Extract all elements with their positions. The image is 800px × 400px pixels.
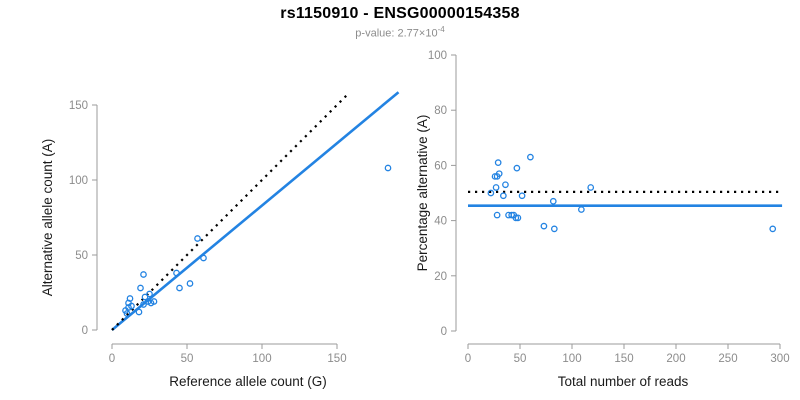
data-point xyxy=(200,254,207,262)
data-point xyxy=(150,298,158,305)
figure-header: rs1150910 - ENSG00000154358 p-value: 2.7… xyxy=(0,0,800,40)
x-tick-label: 250 xyxy=(718,353,737,365)
data-point xyxy=(194,235,201,242)
data-point xyxy=(176,284,183,292)
y-tick-label: 0 xyxy=(82,325,88,337)
figure-title: rs1150910 - ENSG00000154358 xyxy=(280,5,520,22)
y-tick-label: 60 xyxy=(434,160,447,172)
data-point xyxy=(578,206,585,213)
x-tick-label: 0 xyxy=(465,353,471,365)
data-point xyxy=(493,211,501,219)
data-point xyxy=(495,170,503,178)
data-point xyxy=(487,189,495,197)
data-point xyxy=(137,284,144,292)
y-axis-title: Percentage alternative (A) xyxy=(415,115,430,272)
figure-subtitle: p-value: 2.77×10-4 xyxy=(0,25,800,40)
blue-fit-line xyxy=(111,91,400,332)
y-tick-label: 100 xyxy=(428,50,447,62)
data-point xyxy=(500,192,507,200)
right-scatter-panel: 0 20 40 60 80 100 0 50 100 150 200 250 300 Total numb… xyxy=(415,50,790,389)
x-tick-label: 150 xyxy=(327,353,346,365)
data-point xyxy=(550,225,558,233)
data-point xyxy=(587,184,595,191)
pvalue-exponent: -4 xyxy=(437,25,445,34)
y-tick-label: 150 xyxy=(69,100,88,112)
data-point xyxy=(527,153,534,161)
data-point xyxy=(769,225,777,233)
x-tick-label: 300 xyxy=(770,353,789,365)
data-point xyxy=(518,192,526,200)
x-tick-label: 50 xyxy=(514,353,527,365)
data-point xyxy=(540,222,548,230)
data-point xyxy=(140,301,147,308)
data-point xyxy=(146,290,153,298)
data-point xyxy=(513,164,521,172)
x-tick-label: 150 xyxy=(614,353,633,365)
data-point xyxy=(384,164,392,172)
data-point xyxy=(514,214,522,222)
data-point xyxy=(135,308,143,316)
x-tick-label: 50 xyxy=(181,353,194,365)
x-axis-title: Reference allele count (G) xyxy=(169,374,327,389)
x-tick-label: 100 xyxy=(562,353,581,365)
data-point xyxy=(173,269,180,277)
data-point xyxy=(140,271,147,278)
x-tick-label: 0 xyxy=(109,353,115,365)
y-tick-label: 80 xyxy=(434,105,447,117)
y-tick-label: 0 xyxy=(441,326,447,338)
data-point xyxy=(186,280,194,287)
y-axis-title: Alternative allele count (A) xyxy=(40,139,55,297)
data-point xyxy=(512,214,520,222)
dotted-reference-line xyxy=(111,92,350,331)
data-point xyxy=(549,197,557,205)
data-point xyxy=(128,302,135,310)
x-tick-label: 200 xyxy=(666,353,685,365)
y-tick-label: 50 xyxy=(75,250,88,262)
data-point xyxy=(141,293,149,301)
y-tick-label: 20 xyxy=(434,271,447,283)
data-point xyxy=(126,295,134,302)
x-axis-title: Total number of reads xyxy=(558,374,689,389)
x-tick-label: 100 xyxy=(252,353,271,365)
y-tick-label: 100 xyxy=(69,175,88,187)
data-point xyxy=(494,159,502,166)
data-point xyxy=(492,184,500,191)
data-point xyxy=(502,181,509,189)
data-point xyxy=(123,310,131,317)
y-tick-label: 40 xyxy=(434,216,447,228)
pvalue-text: p-value: 2.77×10 xyxy=(355,27,438,40)
